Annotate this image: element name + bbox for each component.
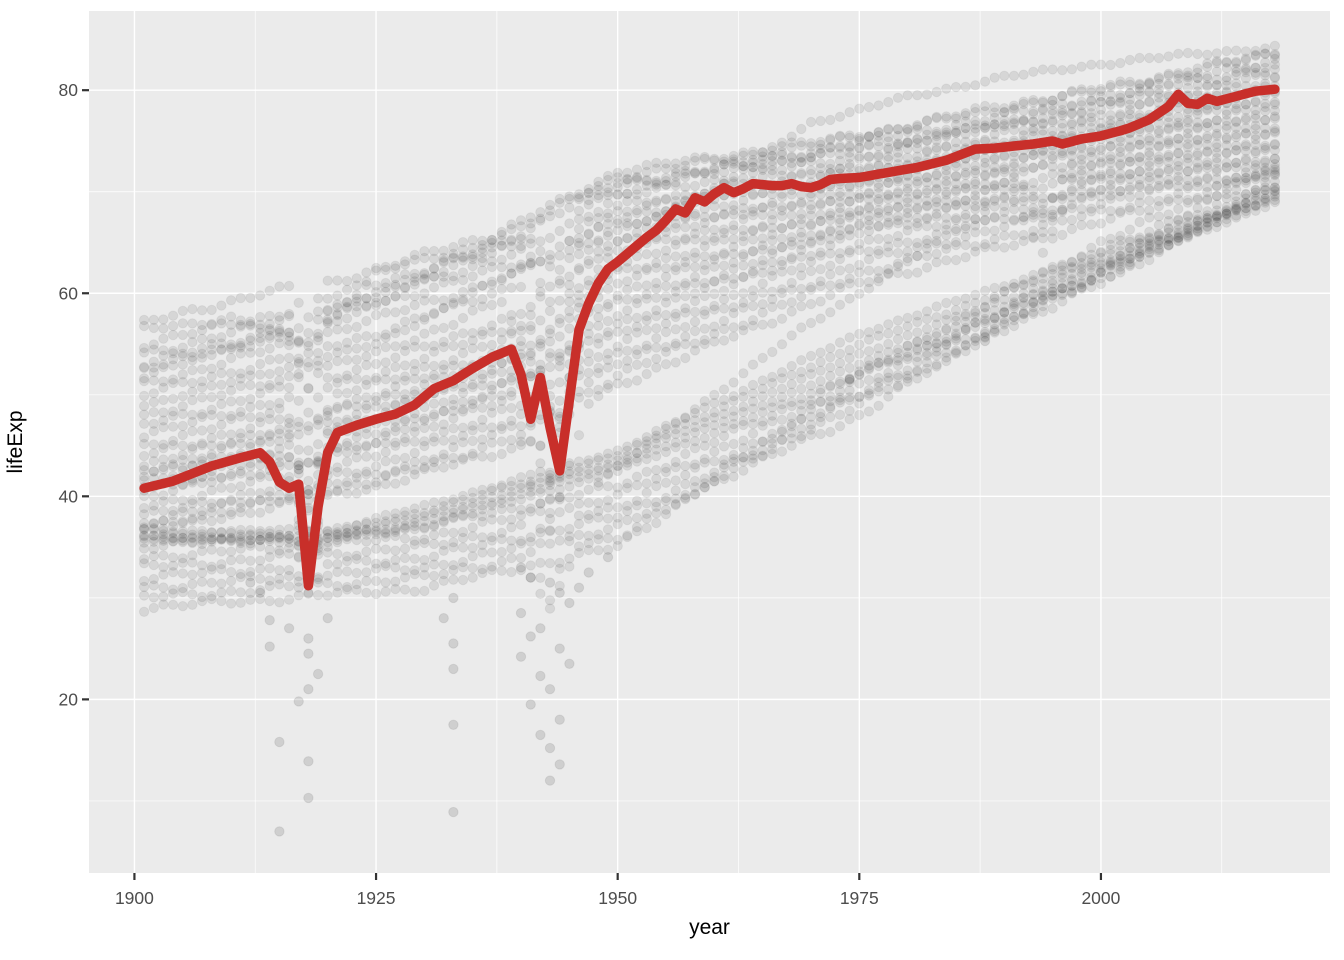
svg-text:60: 60 [59,283,79,303]
svg-text:1950: 1950 [598,888,637,908]
plot-panel [89,11,1330,873]
svg-text:80: 80 [59,80,79,100]
y-axis-title: lifeExp [4,410,27,474]
x-axis-tick-labels: 1900 1925 1950 1975 2000 [115,888,1121,908]
svg-text:20: 20 [59,689,79,709]
x-axis-title: year [689,916,730,939]
svg-text:1900: 1900 [115,888,154,908]
scatter-points [138,40,1281,617]
svg-text:2000: 2000 [1081,888,1120,908]
y-axis-tick-labels: 20 40 60 80 [59,80,79,709]
svg-text:40: 40 [59,486,79,506]
svg-text:1975: 1975 [840,888,879,908]
axis-ticks [82,89,1103,880]
scatter-outlier-points [245,335,991,837]
trend-line [139,84,1280,591]
gridlines-minor [89,11,1330,873]
svg-text:1925: 1925 [357,888,396,908]
